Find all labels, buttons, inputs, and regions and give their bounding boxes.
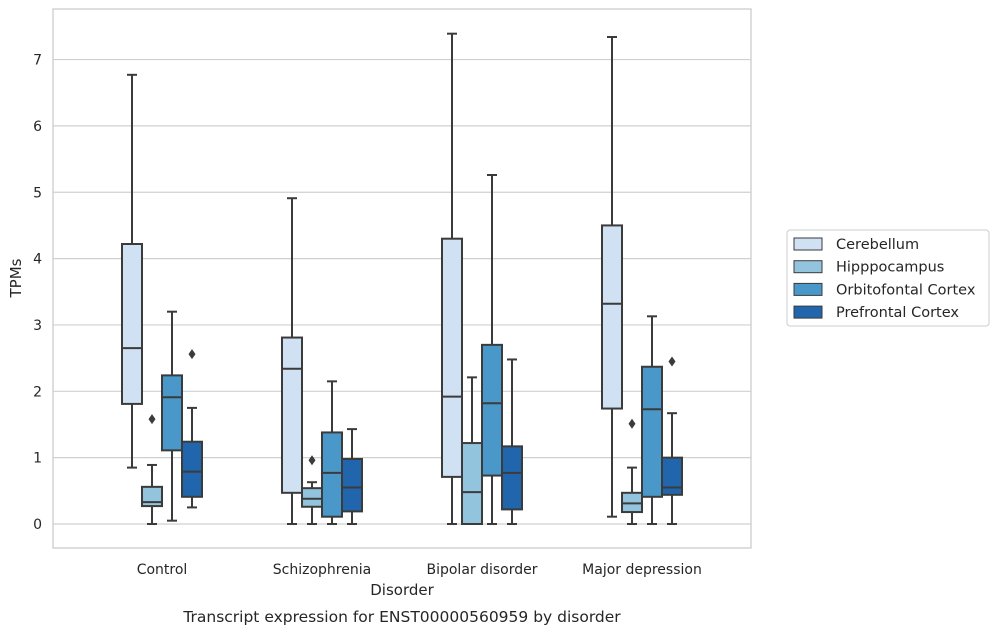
outlier-point (668, 356, 676, 367)
box-group (621, 418, 643, 525)
box-group (281, 197, 303, 525)
legend-label: Hipppocampus (836, 260, 944, 276)
x-tick-labels: Control Schizophrenia Bipolar disorder Majo… (137, 562, 702, 578)
box (501, 445, 523, 511)
legend: Cerebellum Hipppocampus Orbitofontal Corte… (786, 229, 990, 327)
outlier-point (148, 414, 156, 425)
box (601, 224, 623, 410)
box-group (501, 358, 523, 525)
outlier-point (188, 349, 196, 360)
box-group (601, 35, 623, 518)
x-axis-label: Disorder (370, 581, 434, 599)
plot-frame (52, 8, 752, 549)
box-group (481, 173, 503, 525)
box (461, 442, 483, 526)
box-group (321, 380, 343, 525)
box-group (441, 32, 463, 525)
box-group (181, 349, 203, 509)
y-tick-label: 0 (33, 517, 42, 533)
box (121, 243, 143, 405)
outlier-point (308, 455, 316, 466)
chart-caption: Transcript expression for ENST0000056095… (182, 608, 621, 626)
x-tick-label: Schizophrenia (273, 562, 371, 578)
box-group (141, 414, 163, 525)
legend-label: Cerebellum (836, 237, 919, 253)
legend-swatch (793, 305, 823, 319)
box (321, 431, 343, 518)
y-tick-label: 2 (33, 384, 42, 400)
outlier-point (628, 418, 636, 429)
box (661, 456, 683, 496)
box-group (121, 73, 143, 469)
box (141, 485, 163, 508)
y-tick-label: 1 (33, 451, 42, 467)
y-tick-labels: 0 1 2 3 4 5 6 7 (33, 53, 42, 533)
legend-label: Orbitofontal Cortex (836, 282, 976, 298)
y-tick-label: 3 (33, 318, 42, 334)
y-axis-label: TPMs (7, 258, 25, 298)
y-tick-label: 6 (33, 119, 42, 135)
box (281, 336, 303, 494)
box-group (461, 376, 483, 526)
box (441, 237, 463, 478)
y-tick-label: 5 (33, 185, 42, 201)
x-tick-label: Control (137, 562, 188, 578)
legend-frame (786, 229, 990, 327)
box-group (161, 310, 183, 522)
x-tick-label: Major depression (582, 562, 702, 578)
legend-swatch (793, 260, 823, 274)
box (301, 487, 323, 508)
legend-label: Prefrontal Cortex (836, 305, 959, 321)
box (641, 365, 663, 498)
box-group (641, 315, 663, 525)
box (161, 374, 183, 452)
box-group (301, 455, 323, 525)
box-groups (121, 32, 683, 526)
box-group (661, 356, 683, 525)
box-group (341, 428, 363, 525)
y-tick-label: 4 (33, 252, 42, 268)
box (181, 440, 203, 498)
legend-swatch (793, 282, 823, 296)
x-tick-label: Bipolar disorder (426, 562, 537, 578)
box (341, 457, 363, 513)
y-tick-label: 7 (33, 53, 42, 69)
legend-swatch (793, 237, 823, 251)
box (481, 343, 503, 477)
